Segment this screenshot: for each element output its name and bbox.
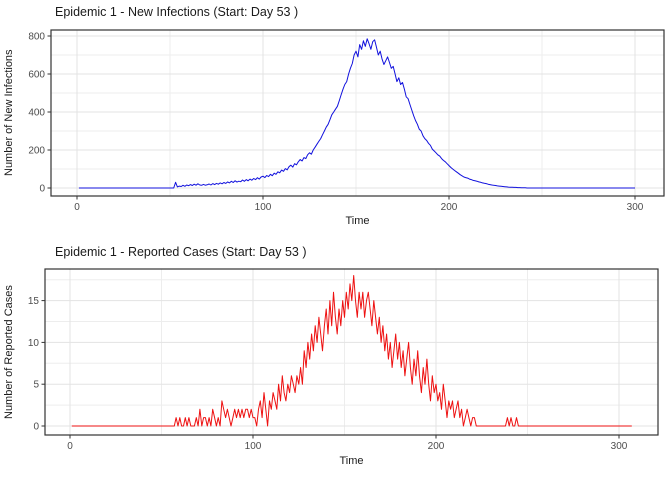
x-axis-label: Time: [339, 455, 364, 467]
y-tick-label: 0: [39, 184, 45, 195]
y-tick-label: 800: [28, 32, 45, 43]
panel-border: [44, 268, 659, 436]
x-tick-label: 200: [441, 202, 458, 213]
y-tick-label: 400: [28, 108, 45, 119]
x-axis-label: Time: [345, 215, 370, 227]
y-tick-label: 600: [28, 70, 45, 81]
x-tick-label: 0: [74, 202, 80, 213]
x-tick-label: 100: [245, 441, 262, 452]
x-tick-label: 300: [627, 202, 644, 213]
chart-title: Epidemic 1 - Reported Cases (Start: Day …: [55, 245, 307, 259]
reported-cases-chart: Epidemic 1 - Reported Cases (Start: Day …: [0, 240, 672, 480]
y-tick-label: 5: [33, 380, 39, 391]
y-tick-label: 15: [28, 296, 40, 307]
x-tick-label: 200: [428, 441, 445, 452]
x-tick-label: 100: [255, 202, 272, 213]
panel-background: [51, 30, 664, 196]
new-infections-chart: Epidemic 1 - New Infections (Start: Day …: [3, 5, 665, 227]
y-tick-label: 0: [33, 422, 39, 433]
x-tick-label: 0: [67, 441, 73, 452]
chart-title: Epidemic 1 - New Infections (Start: Day …: [55, 5, 299, 19]
reported-cases-plot-area: 0 100 200 300 0 5 10 15: [28, 268, 659, 452]
series-line: [71, 275, 632, 427]
panel-border: [50, 29, 665, 197]
y-tick-label: 10: [28, 338, 40, 349]
new-infections-plot-area: 0 100 200 300 0 200 400 600 800: [28, 29, 665, 213]
x-tick-label: 300: [611, 441, 628, 452]
y-tick-label: 200: [28, 146, 45, 157]
series-line: [78, 38, 635, 189]
